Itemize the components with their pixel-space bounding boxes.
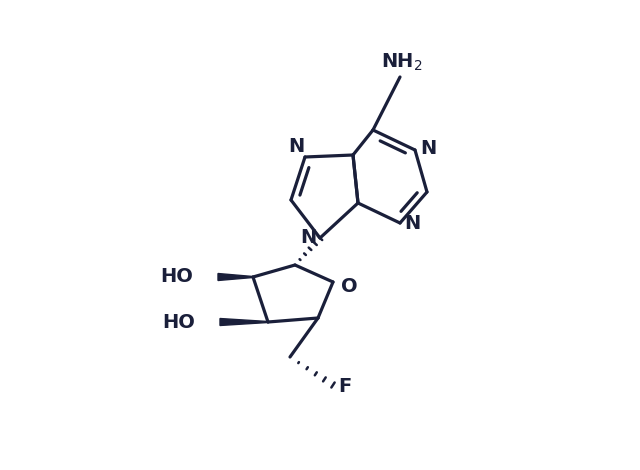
Text: HO: HO — [162, 313, 195, 331]
Text: N: N — [420, 139, 436, 157]
Text: HO: HO — [160, 267, 193, 287]
Text: NH$_2$: NH$_2$ — [381, 52, 423, 73]
Polygon shape — [218, 274, 253, 281]
Text: N: N — [404, 213, 420, 233]
Text: F: F — [338, 376, 351, 395]
Text: N: N — [300, 227, 316, 246]
Text: N: N — [288, 137, 304, 156]
Text: O: O — [341, 276, 358, 296]
Polygon shape — [220, 319, 268, 326]
